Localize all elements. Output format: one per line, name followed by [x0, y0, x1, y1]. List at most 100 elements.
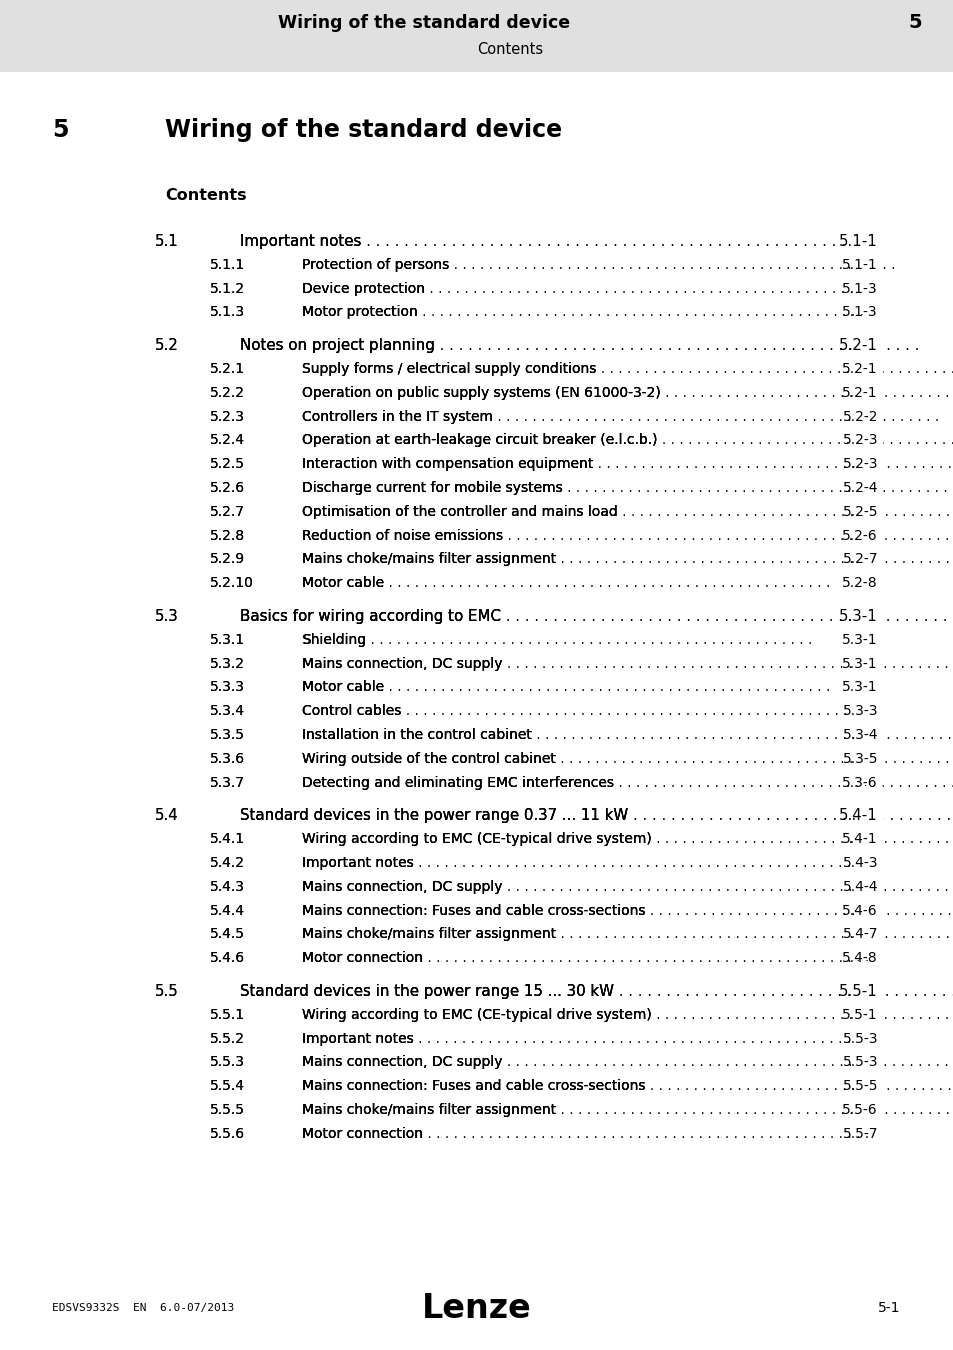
Bar: [854, 506, 882, 532]
Text: Installation in the control cabinet . . . . . . . . . . . . . . . . . . . . . . : Installation in the control cabinet . . …: [302, 728, 953, 743]
Text: Motor connection . . . . . . . . . . . . . . . . . . . . . . . . . . . . . . . .: Motor connection . . . . . . . . . . . .…: [302, 952, 868, 965]
Text: Mains connection, DC supply . . . . . . . . . . . . . . . . . . . . . . . . . . : Mains connection, DC supply . . . . . . …: [302, 656, 947, 671]
Text: Interaction with compensation equipment: Interaction with compensation equipment: [302, 458, 593, 471]
Text: Mains connection: Fuses and cable cross-sections . . . . . . . . . . . . . . . .: Mains connection: Fuses and cable cross-…: [302, 903, 953, 918]
Text: Motor connection: Motor connection: [302, 952, 422, 965]
Text: 5.2.2: 5.2.2: [210, 386, 245, 400]
Text: Standard devices in the power range 0.37 ... 11 kW: Standard devices in the power range 0.37…: [240, 809, 628, 824]
Text: Shielding: Shielding: [302, 633, 366, 647]
Bar: [854, 235, 882, 261]
Text: Motor cable: Motor cable: [302, 680, 384, 694]
Text: 5.4: 5.4: [154, 809, 178, 824]
Text: Important notes: Important notes: [302, 856, 414, 869]
Text: Shielding: Shielding: [302, 633, 366, 647]
Text: 5.2.2: 5.2.2: [210, 386, 245, 400]
Text: Motor connection . . . . . . . . . . . . . . . . . . . . . . . . . . . . . . . .: Motor connection . . . . . . . . . . . .…: [302, 1127, 868, 1141]
Bar: [854, 339, 882, 365]
Text: Detecting and eliminating EMC interferences . . . . . . . . . . . . . . . . . . : Detecting and eliminating EMC interferen…: [302, 776, 953, 790]
Text: Installation in the control cabinet: Installation in the control cabinet: [302, 728, 532, 743]
Text: 5.2.5: 5.2.5: [210, 458, 245, 471]
Text: Device protection: Device protection: [302, 282, 424, 296]
Text: 5.4-1: 5.4-1: [841, 832, 877, 846]
Text: 5.1.3: 5.1.3: [210, 305, 245, 320]
Text: 5.2.7: 5.2.7: [210, 505, 245, 518]
Text: Detecting and eliminating EMC interferences: Detecting and eliminating EMC interferen…: [302, 776, 614, 790]
Text: 5.2-6: 5.2-6: [841, 529, 877, 543]
Bar: [854, 961, 882, 987]
Bar: [854, 633, 882, 660]
Text: Mains choke/mains filter assignment: Mains choke/mains filter assignment: [302, 552, 556, 567]
Text: Important notes . . . . . . . . . . . . . . . . . . . . . . . . . . . . . . . . : Important notes . . . . . . . . . . . . …: [240, 234, 845, 248]
Text: 5.4: 5.4: [154, 809, 178, 824]
Text: 5.5.5: 5.5.5: [210, 1103, 245, 1116]
Text: Contents: Contents: [476, 42, 542, 58]
Text: Motor cable . . . . . . . . . . . . . . . . . . . . . . . . . . . . . . . . . . : Motor cable . . . . . . . . . . . . . . …: [302, 680, 829, 694]
Text: Control cables . . . . . . . . . . . . . . . . . . . . . . . . . . . . . . . . .: Control cables . . . . . . . . . . . . .…: [302, 705, 846, 718]
Bar: [854, 682, 882, 707]
Text: Wiring outside of the control cabinet . . . . . . . . . . . . . . . . . . . . . : Wiring outside of the control cabinet . …: [302, 752, 953, 765]
Text: 5.2-4: 5.2-4: [841, 481, 877, 495]
Text: 5.2-1: 5.2-1: [841, 386, 877, 400]
Text: Important notes: Important notes: [302, 1031, 414, 1046]
Text: 5.5.2: 5.5.2: [210, 1031, 245, 1046]
Bar: [854, 929, 882, 954]
Text: Notes on project planning: Notes on project planning: [240, 339, 435, 354]
Text: 5.4.4: 5.4.4: [210, 903, 245, 918]
Text: Standard devices in the power range 0.37 ... 11 kW: Standard devices in the power range 0.37…: [240, 809, 628, 824]
Text: 5.2.1: 5.2.1: [210, 362, 245, 377]
Text: 5.2.8: 5.2.8: [210, 529, 245, 543]
Text: Reduction of noise emissions: Reduction of noise emissions: [302, 529, 502, 543]
Text: 5.5-7: 5.5-7: [841, 1127, 877, 1141]
Text: Important notes . . . . . . . . . . . . . . . . . . . . . . . . . . . . . . . . : Important notes . . . . . . . . . . . . …: [302, 856, 859, 869]
Text: Mains connection: Fuses and cable cross-sections: Mains connection: Fuses and cable cross-…: [302, 1079, 645, 1094]
Text: 5.1: 5.1: [154, 234, 178, 248]
Text: Interaction with compensation equipment . . . . . . . . . . . . . . . . . . . . : Interaction with compensation equipment …: [302, 458, 953, 471]
Text: 5.4.4: 5.4.4: [210, 903, 245, 918]
Text: Mains choke/mains filter assignment: Mains choke/mains filter assignment: [302, 1103, 556, 1116]
Text: 5.5-6: 5.5-6: [841, 1103, 877, 1116]
Text: 5.2.4: 5.2.4: [210, 433, 245, 447]
Bar: [854, 610, 882, 636]
Text: 5.5-5: 5.5-5: [841, 1079, 877, 1094]
Text: 5.2.10: 5.2.10: [210, 576, 253, 590]
Text: Supply forms / electrical supply conditions: Supply forms / electrical supply conditi…: [302, 362, 596, 377]
Text: Wiring according to EMC (CE-typical drive system): Wiring according to EMC (CE-typical driv…: [302, 1008, 651, 1022]
Text: 5.4.2: 5.4.2: [210, 856, 245, 869]
Text: 5.3.3: 5.3.3: [210, 680, 245, 694]
Bar: [854, 705, 882, 730]
Text: Mains connection: Fuses and cable cross-sections . . . . . . . . . . . . . . . .: Mains connection: Fuses and cable cross-…: [302, 1079, 953, 1094]
Text: Control cables: Control cables: [302, 705, 401, 718]
Text: Contents: Contents: [165, 188, 247, 202]
Text: Mains choke/mains filter assignment: Mains choke/mains filter assignment: [302, 1103, 556, 1116]
Bar: [854, 1104, 882, 1130]
Bar: [854, 316, 882, 342]
Text: 5.5-1: 5.5-1: [841, 1008, 877, 1022]
Text: 5.4.3: 5.4.3: [210, 880, 245, 894]
Text: 5.3.2: 5.3.2: [210, 656, 245, 671]
Text: Optimisation of the controller and mains load: Optimisation of the controller and mains…: [302, 505, 618, 518]
Text: Motor protection: Motor protection: [302, 305, 417, 320]
Bar: [854, 410, 882, 436]
Text: Optimisation of the controller and mains load: Optimisation of the controller and mains…: [302, 505, 618, 518]
Bar: [0, 0, 953, 72]
Bar: [854, 387, 882, 413]
Text: Motor cable: Motor cable: [302, 576, 384, 590]
Text: Protection of persons: Protection of persons: [302, 258, 449, 271]
Bar: [854, 458, 882, 485]
Text: Mains connection: Fuses and cable cross-sections: Mains connection: Fuses and cable cross-…: [302, 903, 645, 918]
Text: Mains choke/mains filter assignment . . . . . . . . . . . . . . . . . . . . . . : Mains choke/mains filter assignment . . …: [302, 1103, 953, 1116]
Text: 5.4.3: 5.4.3: [210, 880, 245, 894]
Text: Controllers in the IT system . . . . . . . . . . . . . . . . . . . . . . . . . .: Controllers in the IT system . . . . . .…: [302, 409, 939, 424]
Text: 5.1-3: 5.1-3: [841, 305, 877, 320]
Text: 5.3.5: 5.3.5: [210, 728, 245, 743]
Text: Shielding . . . . . . . . . . . . . . . . . . . . . . . . . . . . . . . . . . . : Shielding . . . . . . . . . . . . . . . …: [302, 633, 812, 647]
Text: 5.2.9: 5.2.9: [210, 552, 245, 567]
Text: Mains connection, DC supply . . . . . . . . . . . . . . . . . . . . . . . . . . : Mains connection, DC supply . . . . . . …: [302, 880, 947, 894]
Text: 5.3.1: 5.3.1: [210, 633, 245, 647]
Text: Motor cable: Motor cable: [302, 680, 384, 694]
Text: Operation on public supply systems (EN 61000-3-2): Operation on public supply systems (EN 6…: [302, 386, 660, 400]
Text: Important notes: Important notes: [240, 234, 361, 248]
Text: Standard devices in the power range 15 ... 30 kW: Standard devices in the power range 15 .…: [240, 984, 614, 999]
Text: 5.3.6: 5.3.6: [210, 752, 245, 765]
Text: 5.5.4: 5.5.4: [210, 1079, 245, 1094]
